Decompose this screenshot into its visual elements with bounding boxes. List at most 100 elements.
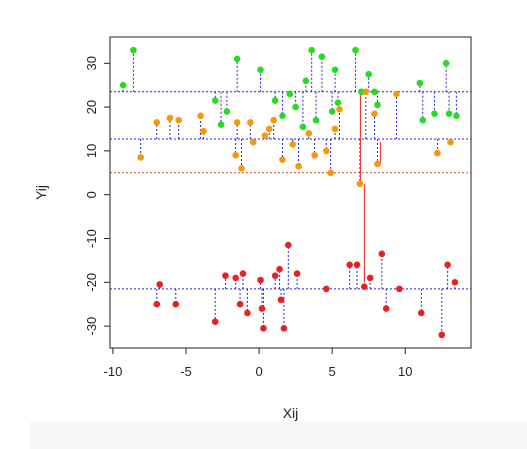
data-point <box>371 110 378 117</box>
data-point <box>323 285 330 293</box>
data-point <box>416 79 424 87</box>
data-point <box>323 147 330 155</box>
data-point <box>311 151 318 159</box>
data-point <box>249 138 257 146</box>
data-point <box>382 305 390 312</box>
y-tick-label: -10 <box>84 229 99 248</box>
data-point <box>130 46 137 54</box>
data-point <box>260 324 267 332</box>
data-point <box>119 81 127 89</box>
data-point <box>279 156 286 163</box>
data-point <box>393 90 400 98</box>
data-point <box>286 90 294 98</box>
data-point <box>292 103 299 111</box>
axes: -10 -5 0 5 10 -30 -20 -10 0 10 20 30 <box>84 56 412 379</box>
x-axis-label: Xij <box>283 405 299 421</box>
x-tick-label: -5 <box>180 364 192 379</box>
y-tick-label: 10 <box>84 144 99 158</box>
data-point <box>336 105 343 113</box>
data-point <box>327 169 334 177</box>
data-point <box>374 101 381 109</box>
data-point <box>419 116 427 124</box>
data-point <box>217 121 225 128</box>
data-point <box>334 99 342 107</box>
data-point <box>239 270 247 277</box>
data-point <box>261 132 269 139</box>
data-point <box>445 110 453 117</box>
data-point <box>366 274 374 282</box>
data-point <box>153 300 161 308</box>
x-tick-label: -10 <box>104 364 123 379</box>
data-point <box>356 180 364 188</box>
data-point <box>233 119 241 126</box>
data-point <box>175 116 182 124</box>
data-point <box>166 114 174 122</box>
data-point <box>302 77 310 85</box>
data-point <box>444 261 451 269</box>
data-point <box>232 151 239 159</box>
data-point <box>279 112 286 120</box>
chart-marks <box>110 46 471 339</box>
data-point <box>257 66 264 74</box>
data-point <box>295 162 302 170</box>
data-point <box>365 70 372 78</box>
y-tick-label: -20 <box>84 273 99 292</box>
data-point <box>285 241 292 249</box>
data-point <box>447 138 454 146</box>
data-point <box>211 318 219 326</box>
data-point <box>312 116 320 124</box>
data-point <box>318 53 326 61</box>
data-point <box>233 55 241 63</box>
data-point <box>361 283 368 290</box>
data-point <box>328 108 336 115</box>
data-point <box>371 88 378 96</box>
data-point <box>232 274 239 282</box>
data-point <box>362 88 370 96</box>
data-point <box>222 272 229 280</box>
y-tick-label: 20 <box>84 100 99 114</box>
data-point <box>396 285 403 293</box>
y-tick-label: 0 <box>84 191 99 198</box>
data-point <box>451 278 459 286</box>
data-point <box>418 309 425 317</box>
data-point <box>434 149 441 157</box>
data-point <box>289 141 296 148</box>
data-point <box>308 46 315 54</box>
data-point <box>223 108 231 115</box>
data-point <box>200 127 207 135</box>
data-point <box>276 265 283 273</box>
data-point <box>374 160 381 168</box>
x-tick-label: 10 <box>398 364 412 379</box>
data-point <box>453 112 460 120</box>
data-point <box>257 276 264 284</box>
data-point <box>244 309 251 317</box>
data-point <box>270 116 277 124</box>
x-tick-label: 0 <box>255 364 262 379</box>
data-point <box>378 250 386 258</box>
data-point <box>266 125 273 133</box>
data-point <box>137 154 144 161</box>
data-point <box>197 112 204 120</box>
data-point <box>299 123 307 131</box>
data-point <box>438 331 446 339</box>
data-point <box>346 261 353 269</box>
data-point <box>431 110 438 117</box>
y-tick-label: 30 <box>84 56 99 70</box>
data-point <box>293 270 301 277</box>
data-point <box>172 300 180 308</box>
data-point <box>247 119 254 126</box>
data-point <box>352 46 359 54</box>
y-tick-label: -30 <box>84 317 99 336</box>
data-point <box>305 130 313 137</box>
y-axis-label: Yij <box>33 185 49 200</box>
data-point <box>331 125 339 133</box>
data-point <box>211 97 219 104</box>
data-point <box>156 281 163 288</box>
data-point <box>277 296 285 304</box>
data-point <box>153 119 161 126</box>
x-tick-label: 5 <box>329 364 336 379</box>
data-point <box>236 300 244 308</box>
data-point <box>258 305 266 312</box>
